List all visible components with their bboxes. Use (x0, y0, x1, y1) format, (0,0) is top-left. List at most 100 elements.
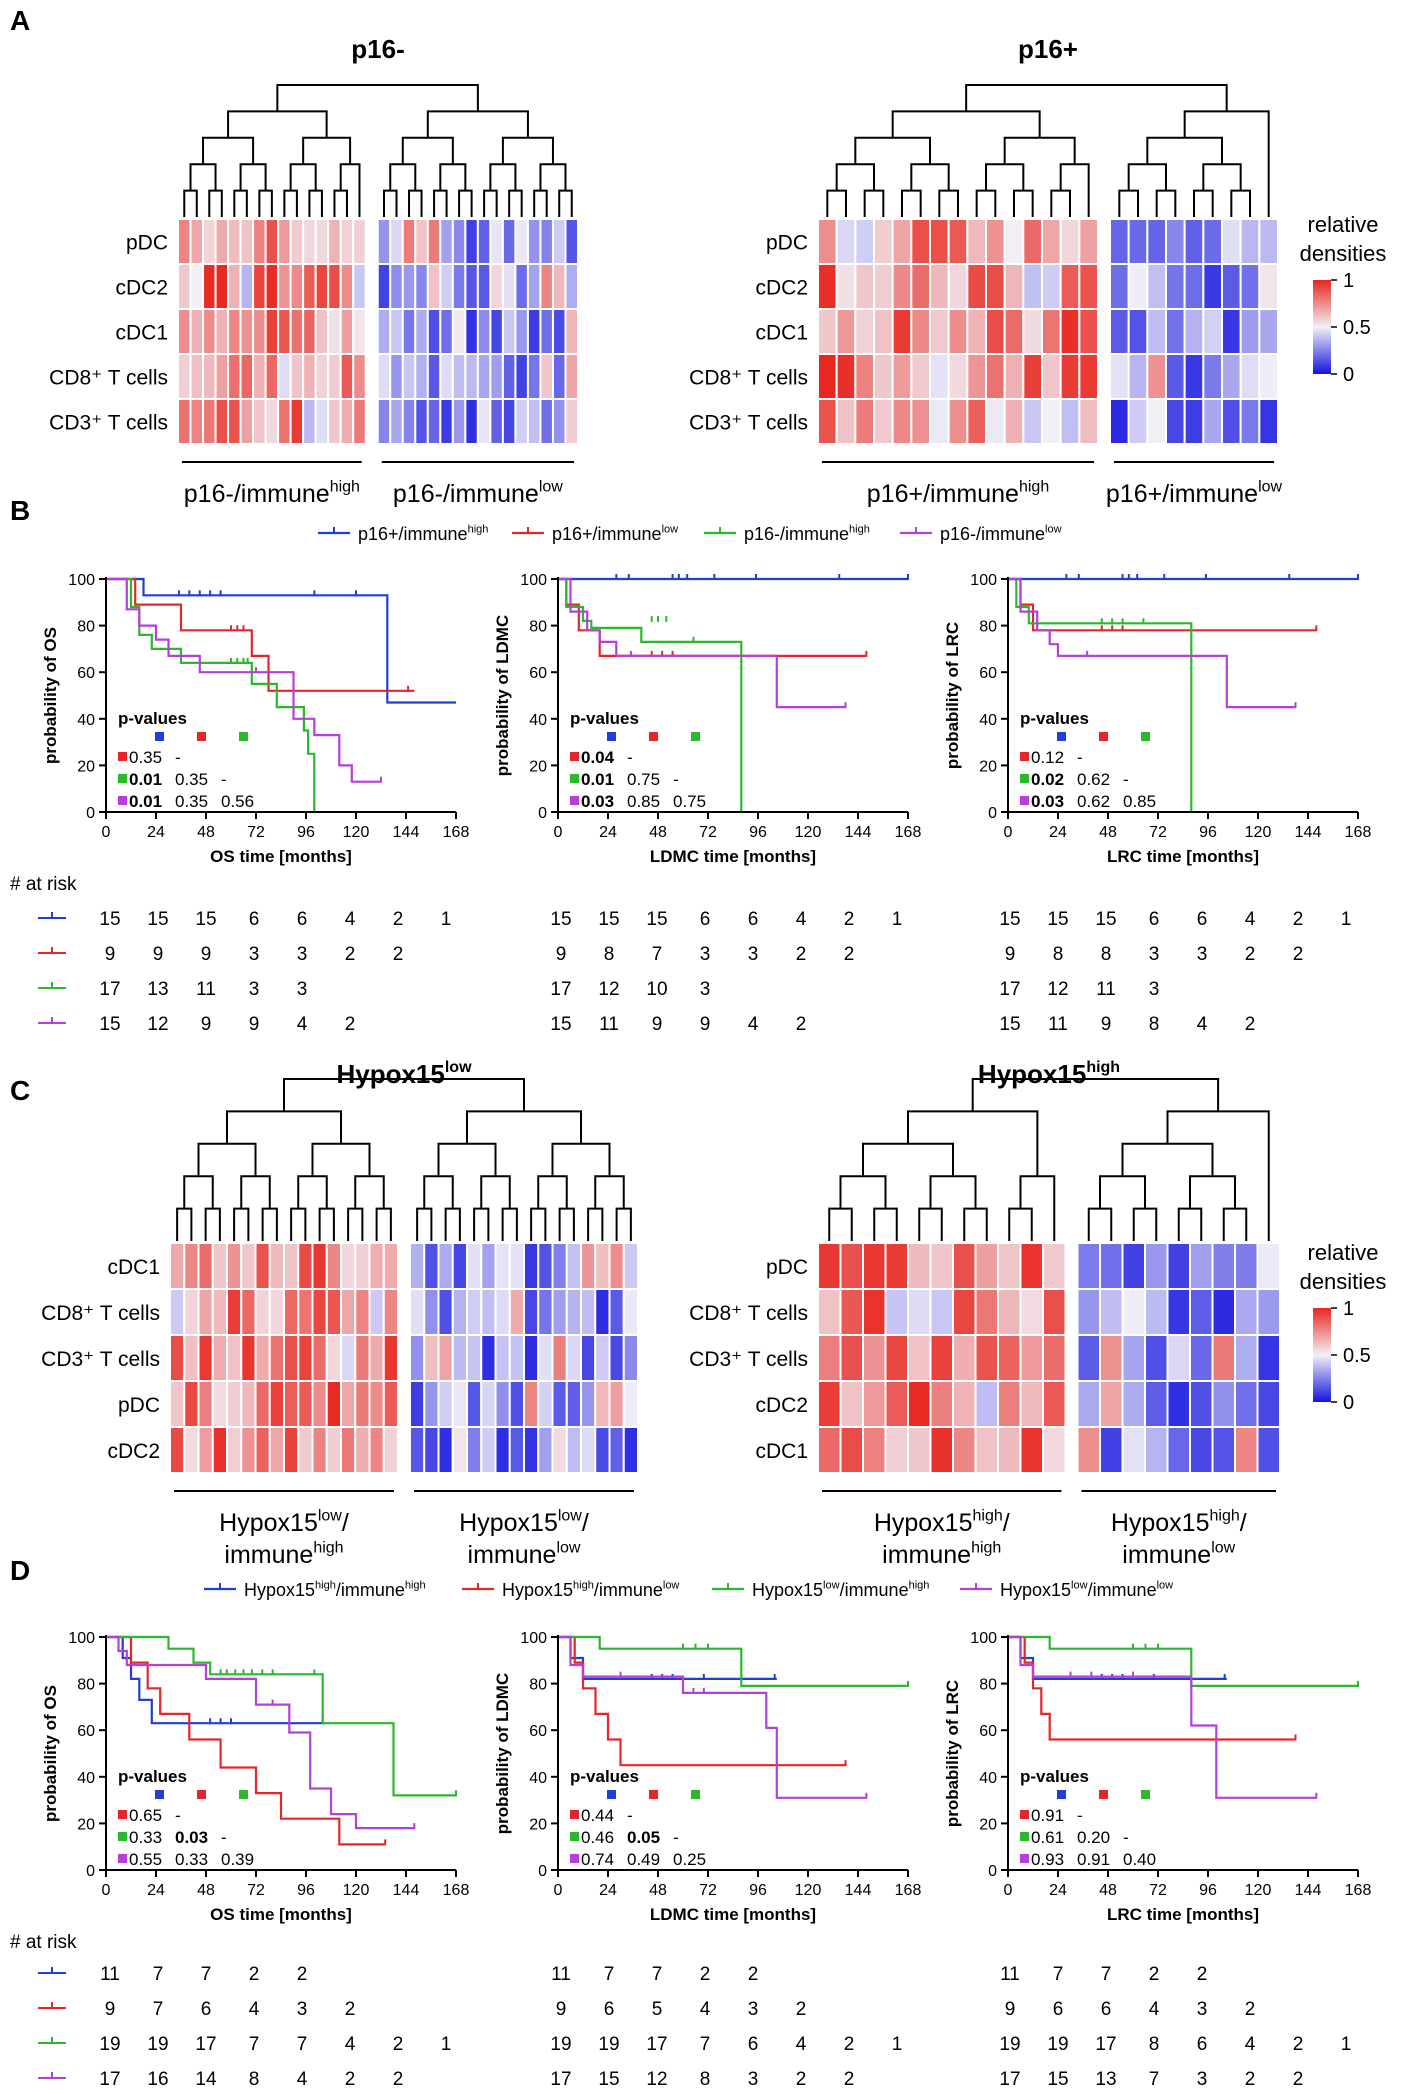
km-series-line (558, 577, 867, 657)
at-risk-count: 14 (195, 2069, 217, 2090)
heatmap-cell (1022, 353, 1043, 400)
heatmap-row-label: pDC (118, 1394, 160, 1417)
heatmap-cell (539, 308, 554, 355)
at-risk-count: 10 (646, 979, 667, 1000)
heatmap-title: p16+ (1018, 34, 1078, 64)
heatmap-cell (929, 263, 950, 310)
heatmap-cell (1183, 308, 1205, 355)
heatmap-cell (268, 1426, 285, 1474)
heatmap-cell (910, 263, 931, 310)
at-risk-count: 5 (652, 1999, 663, 2020)
pvalue: 0.01 (581, 770, 614, 789)
heatmap-cell (1041, 218, 1062, 265)
dendrogram-branch (208, 189, 223, 217)
colorbar: relative densities 1 0.5 0 (1300, 1240, 1387, 1414)
heatmap-cell (476, 308, 492, 355)
heatmap-cell (839, 1242, 864, 1290)
heatmap-cell (211, 1334, 228, 1382)
heatmap-cell (214, 353, 230, 400)
at-risk-count: 19 (598, 2034, 619, 2055)
heatmap-cell (1146, 263, 1168, 310)
heatmap-cell (907, 1334, 932, 1382)
pvalue: 0.93 (1031, 1850, 1064, 1869)
heatmap-cell (437, 1242, 454, 1290)
heatmap-cell (414, 398, 429, 445)
heatmap-cell (1144, 1288, 1169, 1336)
at-risk-count: 6 (201, 1999, 212, 2020)
at-risk-count: 12 (147, 1014, 168, 1035)
dendrogram-branch (439, 163, 467, 191)
heatmap-cell (277, 353, 292, 400)
at-risk-count: 7 (1101, 1964, 1112, 1985)
heatmap-cell (325, 1426, 342, 1474)
heatmap-cell (480, 1334, 497, 1382)
dendrogram-branch (354, 1175, 385, 1209)
at-risk-count: 3 (297, 979, 308, 1000)
heatmap-cell (1239, 398, 1261, 445)
heatmap-cell (1042, 1288, 1067, 1336)
heatmap-cell (354, 1334, 371, 1382)
heatmap-cell (1041, 308, 1062, 355)
heatmap-row-label: cDC2 (107, 1440, 160, 1463)
heatmap-cell (297, 1242, 314, 1290)
heatmap-cell (339, 218, 355, 265)
at-risk-count: 7 (201, 1964, 212, 1985)
heatmap-cell (327, 263, 342, 310)
heatmap-cell (835, 353, 857, 400)
pvalue: 0.56 (221, 792, 254, 811)
heatmap-title: p16- (351, 34, 404, 64)
at-risk-count: 9 (105, 1999, 116, 2020)
heatmap-cell (873, 398, 894, 445)
heatmap-cell (252, 353, 267, 400)
heatmap-cell (466, 1242, 483, 1290)
dendrogram-branch (963, 1207, 988, 1241)
heatmap-cell (910, 308, 931, 355)
at-risk-count: 4 (249, 1999, 260, 2020)
heatmap-cell (277, 308, 292, 355)
heatmap-cell (464, 308, 479, 355)
heatmap-cell (252, 263, 267, 310)
heatmap-cell (423, 1426, 440, 1474)
heatmap-cell (401, 353, 417, 400)
heatmap-cell (327, 353, 342, 400)
legend-label: p16-/immunelow (940, 523, 1062, 544)
at-risk-count: 6 (1101, 1999, 1112, 2020)
heatmap-cell (817, 1380, 842, 1428)
heatmap-row-label: cDC1 (107, 1256, 160, 1279)
x-axis-title: OS time [months] (210, 847, 352, 866)
pvalue-row-key (1020, 1810, 1029, 1819)
heatmap-cell (564, 218, 580, 265)
pvalue: - (673, 1828, 679, 1847)
heatmap-cell (254, 1426, 271, 1474)
heatmap-cell (1022, 308, 1043, 355)
at-risk-count: 2 (249, 1964, 260, 1985)
heatmap-cell (537, 1334, 554, 1382)
y-tick-label: 40 (529, 712, 547, 729)
heatmap-cell (1256, 1334, 1281, 1382)
heatmap-cell (325, 1288, 342, 1336)
pvalue: - (221, 770, 227, 789)
heatmap-cell (1258, 398, 1280, 445)
heatmap-cell (239, 218, 255, 265)
heatmap-cell (451, 1334, 468, 1382)
heatmap-cell (451, 218, 467, 265)
heatmap-cell (839, 1288, 864, 1336)
heatmap-cell (862, 1426, 887, 1474)
pvalue: 0.85 (1123, 792, 1156, 811)
heatmap-cell (401, 308, 417, 355)
heatmap-row-label: cDC1 (115, 322, 168, 345)
heatmap-cell (423, 1380, 440, 1428)
heatmap-cell (854, 398, 875, 445)
y-tick-label: 80 (77, 1677, 95, 1694)
x-axis-title: LRC time [months] (1107, 1905, 1259, 1924)
heatmap-cell (508, 1288, 525, 1336)
pvalue: 0.03 (1031, 792, 1064, 811)
heatmap-cell (302, 263, 317, 310)
at-risk-count: 6 (249, 909, 260, 930)
heatmap-cell (817, 1334, 842, 1382)
heatmap-cell (1022, 398, 1043, 445)
at-risk-count: 1 (441, 909, 452, 930)
heatmap-cell (594, 1426, 611, 1474)
heatmap-cell (1059, 263, 1081, 310)
